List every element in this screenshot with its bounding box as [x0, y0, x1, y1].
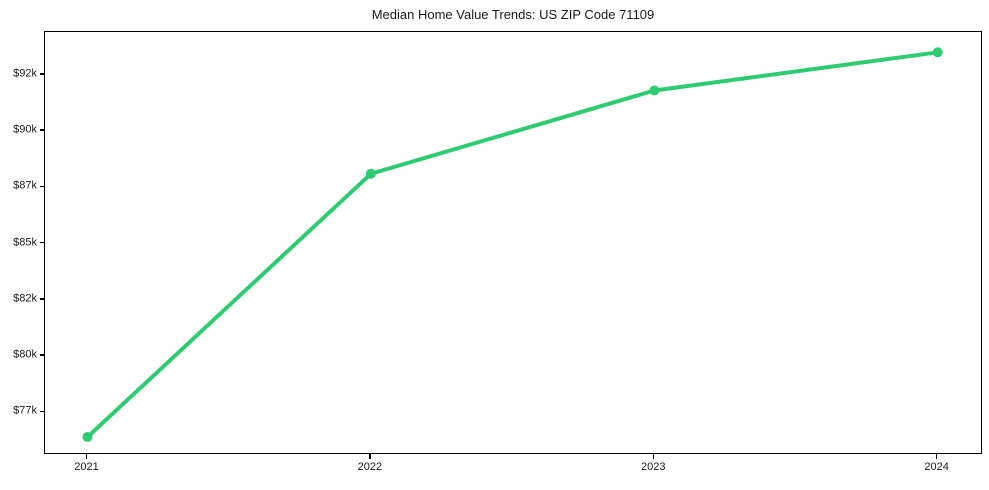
x-tick-label: 2021 [74, 461, 99, 473]
y-tick-mark [40, 185, 44, 187]
x-tick-mark [652, 454, 655, 459]
y-tick-label: $85k [13, 236, 37, 248]
x-tick-mark [935, 454, 938, 459]
y-tick-mark [40, 73, 44, 75]
y-tick-label: $92k [13, 67, 37, 80]
y-tick-label: $87k [13, 179, 37, 192]
data-point-2022 [365, 168, 376, 179]
y-tick-label: $80k [13, 348, 37, 361]
y-tick-mark [40, 298, 44, 300]
y-tick-label: $82k [13, 292, 37, 305]
line-chart [82, 47, 943, 442]
y-tick-mark [40, 129, 44, 131]
y-tick-mark [40, 354, 44, 356]
x-tick-mark [369, 454, 371, 459]
y-tick-label: $90k [13, 123, 37, 136]
y-tick-label: $77k [13, 404, 37, 417]
chart-title: Median Home Value Trends: US ZIP Code 71… [371, 7, 655, 22]
y-tick-mark [40, 241, 44, 244]
x-tick-label: 2024 [924, 461, 949, 473]
trend-line [85, 50, 940, 439]
data-point-2023 [649, 85, 660, 96]
x-tick-mark [85, 454, 88, 459]
data-point-2024 [932, 47, 943, 58]
y-tick-mark [40, 410, 44, 412]
plot-area [44, 31, 982, 454]
x-tick-label: 2022 [357, 461, 383, 473]
data-point-2021 [82, 432, 93, 442]
x-tick-label: 2023 [641, 461, 666, 473]
